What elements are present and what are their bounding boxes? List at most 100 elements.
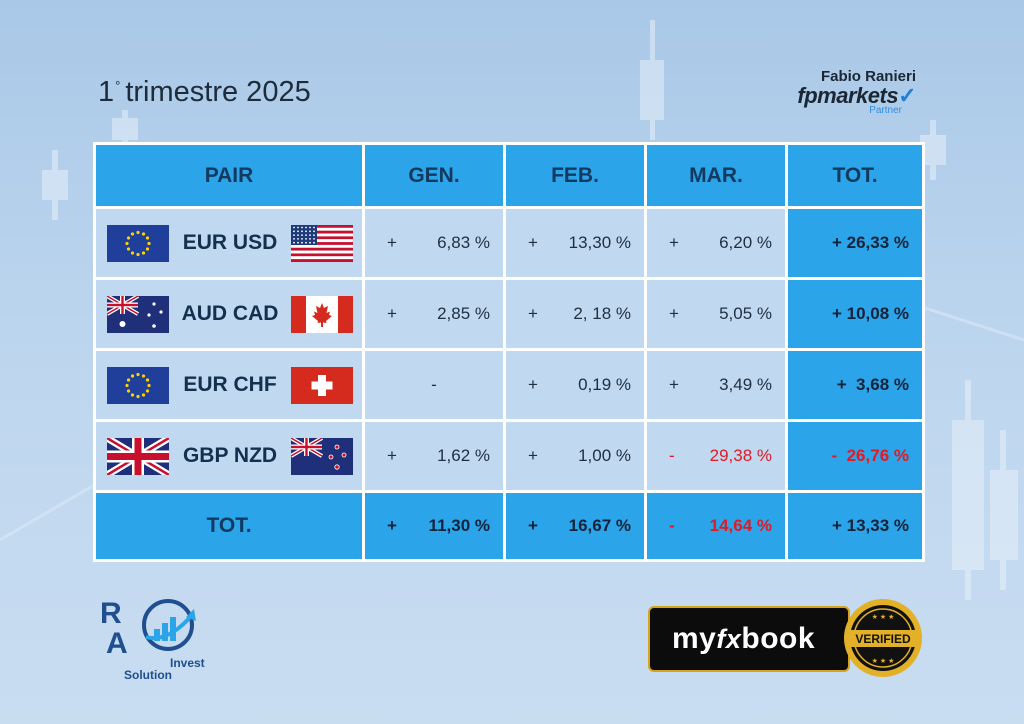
table-row: GBP NZD +1,62 % +1,00 % -29,38 % - 26,76 % <box>93 419 925 493</box>
header-mar: MAR. <box>644 142 788 209</box>
myfxbook-suffix: book <box>741 622 816 655</box>
totals-gen: +11,30 % <box>362 490 506 562</box>
header-tot: TOT. <box>785 142 925 209</box>
ra-word-invest: Invest <box>170 656 205 670</box>
verified-badge-icon: VERIFIED ★ ★ ★ ★ ★ ★ <box>844 599 922 677</box>
value-text: 3,49 % <box>719 375 772 394</box>
row-total-text: + 10,08 % <box>831 304 909 323</box>
table-row: EUR CHF - +0,19 % +3,49 % + 3,68 % <box>93 348 925 422</box>
value-sign: + <box>387 233 397 252</box>
pair-name: AUD CAD <box>181 302 279 325</box>
value-text: 13,30 % <box>568 233 631 252</box>
pair-cell: GBP NZD <box>93 419 365 493</box>
ra-word-solution: Solution <box>124 668 172 682</box>
us-flag-icon <box>290 224 353 262</box>
brand-company: fpmarkets✓ <box>797 85 916 107</box>
totals-mar: - 14,64 % <box>644 490 788 562</box>
totals-mar-sign: - <box>669 516 675 535</box>
value-cell-gen: +6,83 % <box>362 206 506 280</box>
myfxbook-wordmark: myfxbook <box>672 622 815 656</box>
value-sign: + <box>528 375 538 394</box>
degree-symbol: ° <box>115 78 121 94</box>
table-row: EUR USD +6,83 % +13,30 % +6,20 % + 26,33 % <box>93 206 925 280</box>
ch-flag-icon <box>291 366 353 404</box>
value-sign: + <box>528 233 538 252</box>
page-title: 1° trimestre 2025 <box>98 76 311 109</box>
value-cell-feb: +0,19 % <box>503 348 647 422</box>
ra-letter-a: A <box>106 627 128 660</box>
pair-name: EUR USD <box>182 231 278 254</box>
value-text: 1,62 % <box>437 446 490 465</box>
badge-text: VERIFIED <box>855 632 911 646</box>
value-text: 2, 18 % <box>573 304 631 323</box>
value-cell-feb: +13,30 % <box>503 206 647 280</box>
pair-cell: AUD CAD <box>93 277 365 351</box>
totals-feb: +16,67 % <box>503 490 647 562</box>
title-number: 1 <box>98 76 115 108</box>
value-sign: + <box>528 446 538 465</box>
totals-tot: + 13,33 % <box>785 490 925 562</box>
value-text: - <box>431 375 437 394</box>
nz-flag-icon <box>291 437 353 475</box>
row-total-cell: + 10,08 % <box>785 277 925 351</box>
svg-text:★ ★ ★: ★ ★ ★ <box>872 613 895 621</box>
value-cell-mar: - 29,38 % <box>644 419 788 493</box>
myfxbook-prefix: my <box>672 622 717 655</box>
totals-tot-value: + 13,33 % <box>831 516 909 535</box>
gb-flag-icon <box>107 437 169 475</box>
value-text: 6,20 % <box>719 233 772 252</box>
pair-name: EUR CHF <box>183 373 277 396</box>
pair-name: GBP NZD <box>182 444 278 467</box>
value-text: 2,85 % <box>437 304 490 323</box>
value-cell-feb: +1,00 % <box>503 419 647 493</box>
pair-cell: EUR USD <box>93 206 365 280</box>
value-cell-feb: +2, 18 % <box>503 277 647 351</box>
totals-label: TOT. <box>93 490 365 562</box>
value-sign: + <box>669 233 679 252</box>
chart-bars-icon <box>154 617 176 641</box>
value-text: 6,83 % <box>437 233 490 252</box>
value-sign: + <box>669 304 679 323</box>
value-text: 1,00 % <box>578 446 631 465</box>
ra-letter-r: R <box>100 597 122 630</box>
totals-mar-value: 14,64 % <box>709 516 772 535</box>
performance-table: PAIR GEN. FEB. MAR. TOT. EUR USD +6,83 % +… <box>93 142 925 562</box>
myfxbook-logo: myfxbook <box>648 606 850 672</box>
value-cell-gen: +1,62 % <box>362 419 506 493</box>
value-text: 0,19 % <box>578 375 631 394</box>
svg-text:★ ★ ★: ★ ★ ★ <box>872 657 895 665</box>
header-feb: FEB. <box>503 142 647 209</box>
value-sign: + <box>528 304 538 323</box>
value-cell-mar: +5,05 % <box>644 277 788 351</box>
header-gen: GEN. <box>362 142 506 209</box>
totals-feb-sign: + <box>528 516 538 535</box>
row-total-cell: - 26,76 % <box>785 419 925 493</box>
value-cell-gen: +2,85 % <box>362 277 506 351</box>
totals-gen-sign: + <box>387 516 397 535</box>
value-sign: + <box>669 375 679 394</box>
row-total-cell: + 26,33 % <box>785 206 925 280</box>
brand-person-name: Fabio Ranieri <box>820 68 916 85</box>
eu-flag-icon <box>107 224 169 262</box>
row-total-cell: + 3,68 % <box>785 348 925 422</box>
swoosh-icon: ✓ <box>898 83 916 108</box>
eu-flag-icon <box>107 366 169 404</box>
value-cell-mar: +6,20 % <box>644 206 788 280</box>
value-sign: + <box>387 304 397 323</box>
value-text: 29,38 % <box>709 446 772 465</box>
au-flag-icon <box>107 295 169 333</box>
table-header-row: PAIR GEN. FEB. MAR. TOT. <box>93 142 925 209</box>
totals-gen-value: 11,30 % <box>428 516 490 535</box>
value-text: 5,05 % <box>719 304 772 323</box>
value-sign: + <box>387 446 397 465</box>
table-row: AUD CAD +2,85 % +2, 18 % +5,05 % + 10,08 % <box>93 277 925 351</box>
brand-company-text: fpmarkets <box>797 83 899 108</box>
header-pair: PAIR <box>93 142 365 209</box>
fpmarkets-partner-logo: Fabio Ranieri fpmarkets✓ Partner <box>797 68 916 116</box>
title-text: trimestre 2025 <box>125 76 311 108</box>
myfxbook-fx: fx <box>716 624 742 654</box>
value-sign: - <box>669 446 675 465</box>
row-total-text: + 26,33 % <box>831 233 909 252</box>
brand-tagline: Partner <box>869 105 902 116</box>
row-total-text: - 26,76 % <box>831 446 910 465</box>
